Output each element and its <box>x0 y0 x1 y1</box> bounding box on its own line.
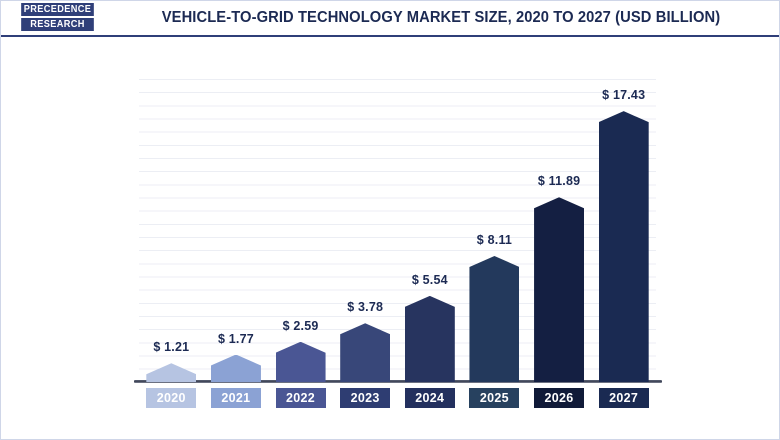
year-label-2025[interactable]: 2025 <box>469 388 520 408</box>
bar-2027[interactable]: $ 17.43 <box>598 61 649 382</box>
chart-header: PRECEDENCE RESEARCH VEHICLE-TO-GRID TECH… <box>1 1 779 35</box>
bar-value-label: $ 5.54 <box>411 272 448 287</box>
year-label-2021[interactable]: 2021 <box>210 388 261 408</box>
x-axis-line <box>134 380 662 383</box>
logo-line-research: RESEARCH <box>21 18 94 31</box>
header-divider <box>1 35 779 37</box>
bar-2024[interactable]: $ 5.54 <box>404 61 455 382</box>
bar-value-label: $ 2.59 <box>282 318 319 333</box>
bar-shape <box>275 341 326 382</box>
bar-2021[interactable]: $ 1.77 <box>210 61 261 382</box>
bar-value-label: $ 8.11 <box>476 232 513 247</box>
year-label-2023[interactable]: 2023 <box>340 388 391 408</box>
bar-shape <box>146 363 197 382</box>
bar-shape <box>404 295 455 382</box>
bar-2026[interactable]: $ 11.89 <box>534 61 585 382</box>
year-label-2020[interactable]: 2020 <box>146 388 197 408</box>
year-label-2026[interactable]: 2026 <box>534 388 585 408</box>
year-label-2027[interactable]: 2027 <box>598 388 649 408</box>
bar-shape <box>340 323 391 382</box>
bar-shape <box>598 111 649 382</box>
bar-value-label: $ 3.78 <box>347 300 384 315</box>
bar-2025[interactable]: $ 8.11 <box>469 61 520 382</box>
precedence-research-logo: PRECEDENCE RESEARCH <box>18 2 97 32</box>
bar-value-label: $ 17.43 <box>602 88 646 103</box>
bar-series: $ 1.21 $ 1.77 $ 2.59 $ 3.78 $ 5.54 $ 8.11 $ 11… <box>139 61 656 382</box>
page-title: VEHICLE-TO-GRID TECHNOLOGY MARKET SIZE, … <box>161 9 721 26</box>
bar-2020[interactable]: $ 1.21 <box>146 61 197 382</box>
bar-shape <box>534 197 585 382</box>
year-label-2024[interactable]: 2024 <box>404 388 455 408</box>
x-axis-category-labels: 2020 2021 2022 2023 2024 2025 2026 2027 <box>139 388 656 409</box>
bar-2023[interactable]: $ 3.78 <box>340 61 391 382</box>
bar-shape <box>210 354 261 382</box>
bar-2022[interactable]: $ 2.59 <box>275 61 326 382</box>
year-label-2022[interactable]: 2022 <box>275 388 326 408</box>
bar-value-label: $ 1.77 <box>217 331 254 346</box>
bar-value-label: $ 1.21 <box>153 340 190 355</box>
bar-value-label: $ 11.89 <box>537 174 581 189</box>
bar-shape <box>469 255 520 382</box>
logo-line-precedence: PRECEDENCE <box>21 3 94 16</box>
